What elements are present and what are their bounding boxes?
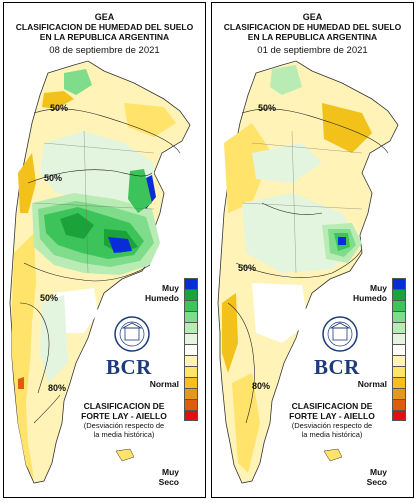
soil-moisture-map-right: 50% 50% 80% (217, 60, 399, 484)
legend-swatch (184, 278, 198, 289)
legend-swatch (184, 322, 198, 333)
map-title-line1: CLASIFICACION DE HUMEDAD DEL SUELO (15, 22, 194, 32)
legend-swatch (184, 377, 198, 388)
legend-label-normal: Normal (149, 379, 179, 389)
legend-label-dry: Muy Seco (366, 467, 387, 487)
legend-label-humid: Muy Humedo (145, 283, 179, 303)
map-date: 01 de septiembre de 2021 (257, 45, 368, 56)
legend-swatch (184, 410, 198, 421)
legend-swatch (184, 311, 198, 322)
map-title-line1: CLASIFICACION DE HUMEDAD DEL SUELO (223, 22, 402, 32)
legend-label-humid: Muy Humedo (353, 283, 387, 303)
classification-note: CLASIFICACION DE FORTE LAY - AIELLO (Des… (289, 401, 375, 439)
bcr-seal-icon (322, 316, 358, 352)
legend-swatch (392, 289, 406, 300)
org-label: GEA (94, 12, 115, 22)
legend-swatch (392, 410, 406, 421)
legend-swatch (184, 399, 198, 410)
legend-swatch (392, 344, 406, 355)
org-label: GEA (302, 12, 323, 22)
legend-swatch (392, 278, 406, 289)
classification-note: CLASIFICACION DE FORTE LAY - AIELLO (Des… (81, 401, 167, 439)
color-legend (392, 278, 406, 421)
legend-swatch (392, 355, 406, 366)
legend-label-normal: Normal (357, 379, 387, 389)
bcr-logo: BCR (314, 355, 360, 379)
map-panel-left: 50% 50% 50% 80% GEA CLASIFICACION DE HUM… (3, 2, 206, 498)
map-date: 08 de septiembre de 2021 (49, 45, 160, 56)
legend-swatch (184, 366, 198, 377)
legend-label-dry: Muy Seco (158, 467, 179, 487)
legend-swatch (184, 344, 198, 355)
legend-swatch (392, 333, 406, 344)
legend-swatch (184, 355, 198, 366)
legend-swatch (184, 300, 198, 311)
legend-swatch (184, 388, 198, 399)
map-title-line2: EN LA REPUBLICA ARGENTINA (247, 32, 378, 42)
bcr-seal-icon (114, 316, 150, 352)
map-panel-right: 50% 50% 80% GEA CLASIFICACION DE HUMEDAD… (211, 2, 414, 498)
contour-label: 80% (252, 381, 270, 391)
contour-label: 50% (44, 173, 62, 183)
contour-label: 50% (258, 103, 276, 113)
contour-label: 50% (50, 103, 68, 113)
legend-swatch (392, 322, 406, 333)
contour-label: 80% (48, 383, 66, 393)
contour-label: 50% (238, 263, 256, 273)
contour-label: 50% (40, 293, 58, 303)
color-legend (184, 278, 198, 421)
legend-swatch (184, 289, 198, 300)
legend-swatch (392, 311, 406, 322)
map-title-line2: EN LA REPUBLICA ARGENTINA (39, 32, 170, 42)
legend-swatch (392, 399, 406, 410)
legend-swatch (184, 333, 198, 344)
legend-swatch (392, 377, 406, 388)
legend-swatch (392, 300, 406, 311)
soil-moisture-map-left: 50% 50% 50% 80% (9, 60, 191, 484)
bcr-logo: BCR (106, 355, 152, 379)
legend-swatch (392, 388, 406, 399)
legend-swatch (392, 366, 406, 377)
